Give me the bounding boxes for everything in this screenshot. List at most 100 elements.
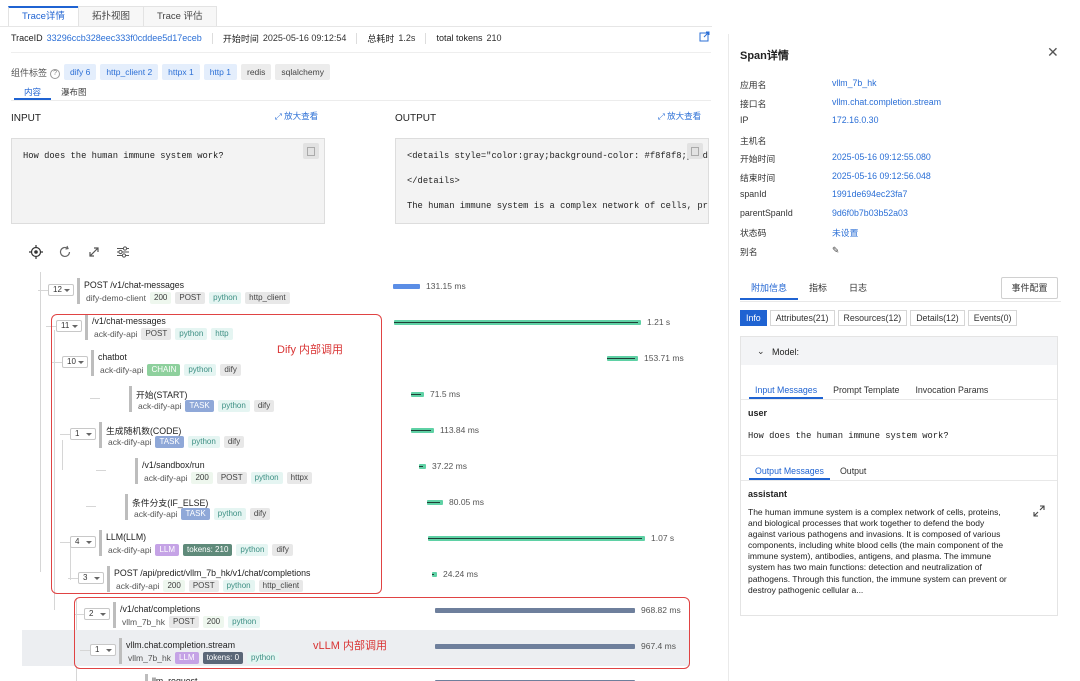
copy-icon[interactable]: [303, 143, 319, 159]
duration-bar[interactable]: [394, 320, 641, 325]
input-zoom-link[interactable]: ⤢ 放大查看: [275, 111, 319, 121]
tree-guide-line: [62, 440, 63, 470]
detail-tab-button[interactable]: Details(12): [910, 310, 965, 326]
edit-alias-icon[interactable]: ✎: [832, 245, 840, 255]
field-value: 172.16.0.30: [832, 115, 879, 125]
span-name[interactable]: 生成随机数(CODE): [106, 426, 182, 436]
fullscreen-icon[interactable]: [86, 245, 102, 261]
span-name[interactable]: 条件分支(IF_ELSE): [132, 498, 209, 508]
component-tag[interactable]: redis: [240, 64, 272, 80]
detail-tab-button[interactable]: Attributes(21): [769, 310, 835, 326]
output-msg-tabs: Output Messages Output: [749, 465, 876, 480]
duration-bar[interactable]: [427, 500, 443, 505]
node-indicator: [107, 566, 110, 592]
span-name[interactable]: LLM(LLM): [106, 532, 147, 542]
event-config-button[interactable]: 事件配置: [1001, 277, 1058, 299]
span-name[interactable]: vllm.chat.completion.stream: [126, 640, 236, 650]
copy-icon[interactable]: [687, 143, 703, 159]
span-name[interactable]: llm_request: [152, 676, 198, 681]
field-label: spanId: [740, 189, 767, 199]
span-service-row: vllm_7b_hk LLM tokens: 0 python: [128, 652, 280, 664]
duration-bar[interactable]: [411, 392, 424, 397]
span-name[interactable]: /v1/chat-messages: [92, 316, 166, 326]
model-box: ⌄ Model: Input Messages Prompt Template …: [740, 336, 1058, 616]
span-service-row: ack-dify-api TASK python dify: [134, 508, 271, 520]
tree-branch-line: [80, 650, 90, 651]
duration-bar[interactable]: [435, 608, 635, 613]
service-name: vllm_7b_hk: [128, 653, 171, 663]
expand-count-toggle[interactable]: 3: [78, 572, 104, 584]
span-service-row: ack-dify-api TASK python dify: [108, 436, 245, 448]
expand-count-toggle[interactable]: 2: [84, 608, 110, 620]
duration-bar[interactable]: [435, 644, 635, 649]
tab-trace-eval[interactable]: Trace 评估: [142, 6, 217, 26]
duration-bar[interactable]: [428, 536, 645, 541]
span-service-row: ack-dify-api 200 POST python httpx: [144, 472, 312, 484]
detail-tab-button[interactable]: Events(0): [967, 310, 1018, 326]
vllm-internal-box: [74, 597, 690, 669]
component-tag[interactable]: sqlalchemy: [275, 64, 330, 80]
duration-bar[interactable]: [393, 284, 420, 289]
span-name[interactable]: /v1/chat/completions: [120, 604, 201, 614]
detail-tab-button[interactable]: Resources(12): [837, 310, 908, 326]
field-label: IP: [740, 115, 749, 125]
expand-count-toggle[interactable]: 4: [70, 536, 96, 548]
refresh-icon[interactable]: [57, 245, 73, 261]
locate-icon[interactable]: [28, 245, 44, 261]
subtab-waterfall[interactable]: 瀑布图: [61, 87, 87, 97]
expand-count-toggle[interactable]: 11: [56, 320, 82, 332]
span-name[interactable]: /v1/sandbox/run: [142, 460, 205, 470]
output-line: <details style="color:gray;background-co…: [407, 151, 709, 161]
span-name[interactable]: chatbot: [98, 352, 127, 362]
output-zoom-link[interactable]: ⤢ 放大查看: [658, 111, 702, 121]
tab-prompt-template[interactable]: Prompt Template: [833, 385, 900, 395]
span-tag: dify: [220, 364, 241, 376]
help-icon[interactable]: ?: [50, 68, 61, 79]
subtab-content[interactable]: 内容: [14, 86, 52, 100]
expand-icon[interactable]: [1033, 505, 1045, 517]
component-tag[interactable]: http_client 2: [100, 64, 159, 80]
expand-count-toggle[interactable]: 12: [48, 284, 74, 296]
span-name[interactable]: POST /api/predict/vllm_7b_hk/v1/chat/com…: [114, 568, 311, 578]
field-label: 别名: [740, 247, 758, 257]
duration-bar[interactable]: [419, 464, 426, 469]
close-icon[interactable]: ✕: [1047, 44, 1059, 60]
component-tag[interactable]: dify 6: [64, 64, 97, 80]
tab-divider: [0, 26, 712, 27]
tree-branch-line: [74, 614, 84, 615]
settings-sliders-icon[interactable]: [115, 245, 131, 261]
tab-output[interactable]: Output: [839, 466, 867, 476]
tab-output-messages[interactable]: Output Messages: [749, 465, 830, 480]
service-name: ack-dify-api: [94, 329, 138, 339]
tab-logs[interactable]: 日志: [849, 283, 868, 293]
duration-label: 113.84 ms: [440, 425, 480, 435]
content-subtabs: 内容 瀑布图: [14, 86, 97, 100]
duration-bar-inner: [411, 430, 431, 431]
output-line: The human immune system is a complex net…: [407, 201, 709, 211]
duration-bar[interactable]: [411, 428, 434, 433]
span-tag: POST: [169, 616, 199, 628]
duration-bar[interactable]: [432, 572, 437, 577]
node-indicator: [91, 350, 94, 376]
span-tag: python: [209, 292, 242, 304]
tab-invocation-params[interactable]: Invocation Params: [915, 385, 989, 395]
model-header[interactable]: ⌄ Model:: [741, 337, 1057, 365]
tab-input-messages[interactable]: Input Messages: [749, 384, 824, 399]
traceid-value[interactable]: 33296ccb328eec333f0cddee5d17eceb: [46, 33, 202, 43]
graph-toolbar: [28, 245, 131, 261]
component-tag[interactable]: http 1: [203, 64, 237, 80]
span-tag: python: [175, 328, 208, 340]
external-link-icon[interactable]: [699, 31, 710, 42]
expand-count-toggle[interactable]: 1: [70, 428, 96, 440]
top-tabbar: Trace详情 拓扑视图 Trace 评估: [8, 6, 217, 26]
duration-bar[interactable]: [607, 356, 638, 361]
tab-metrics[interactable]: 指标: [809, 283, 828, 293]
component-tag[interactable]: httpx 1: [162, 64, 200, 80]
span-name[interactable]: 开始(START): [136, 390, 188, 400]
tab-extra-info[interactable]: 附加信息: [740, 278, 799, 300]
service-name: ack-dify-api: [138, 401, 182, 411]
detail-tab-button[interactable]: Info: [740, 310, 767, 326]
expand-count-toggle[interactable]: 10: [62, 356, 88, 368]
span-name[interactable]: POST /v1/chat-messages: [84, 280, 185, 290]
expand-count-toggle[interactable]: 1: [90, 644, 116, 656]
